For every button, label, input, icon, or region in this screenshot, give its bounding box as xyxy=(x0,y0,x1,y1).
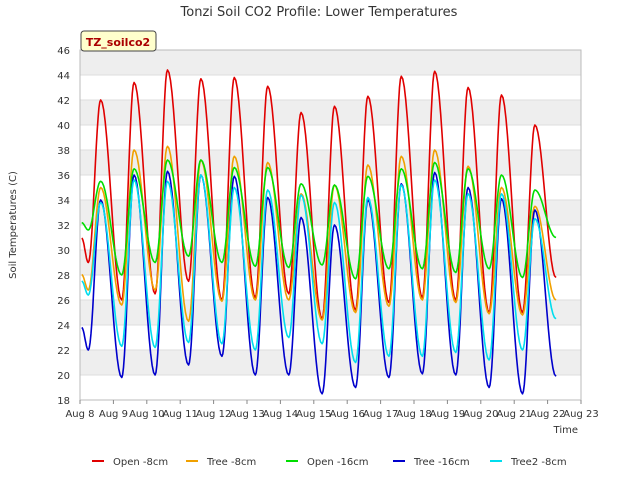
x-tick-label: Aug 11 xyxy=(162,409,197,420)
y-tick-label: 44 xyxy=(57,71,70,82)
y-tick-label: 22 xyxy=(57,346,70,357)
x-tick-label: Aug 10 xyxy=(129,409,164,420)
legend-label: Tree2 -8cm xyxy=(510,457,567,468)
x-tick-label: Aug 16 xyxy=(329,409,364,420)
y-tick-label: 30 xyxy=(57,246,70,257)
y-tick-label: 26 xyxy=(57,296,70,307)
y-tick-label: 24 xyxy=(57,321,70,332)
y-tick-label: 32 xyxy=(57,221,70,232)
x-tick-label: Aug 14 xyxy=(263,409,298,420)
legend-label: Tree -8cm xyxy=(206,457,256,468)
series-lines xyxy=(81,69,557,395)
band xyxy=(80,50,581,75)
y-tick-label: 20 xyxy=(57,371,70,382)
site-label-box: TZ_soilco2 xyxy=(80,30,157,52)
y-axis-label: Soil Temperatures (C) xyxy=(8,171,19,279)
legend: Open -8cm Tree -8cm Open -16cm Tree -16cm Tr… xyxy=(92,457,567,468)
band xyxy=(80,300,581,325)
x-tick-label: Aug 17 xyxy=(363,409,398,420)
y-tick-label: 42 xyxy=(57,96,70,107)
x-tick-label: Aug 13 xyxy=(229,409,264,420)
x-tick-label: Aug 8 xyxy=(65,409,94,420)
x-tick-label: Aug 20 xyxy=(463,409,498,420)
x-axis-label: Time xyxy=(553,425,578,436)
y-tick-label: 18 xyxy=(57,396,70,407)
legend-label: Open -16cm xyxy=(307,457,368,468)
y-tick-label: 28 xyxy=(57,271,70,282)
x-tick-label: Aug 18 xyxy=(396,409,431,420)
band xyxy=(80,350,581,375)
site-label: TZ_soilco2 xyxy=(86,36,150,49)
x-tick-label: Aug 23 xyxy=(563,409,598,420)
legend-label: Tree -16cm xyxy=(413,457,470,468)
legend-label: Open -8cm xyxy=(113,457,168,468)
y-tick-label: 46 xyxy=(57,46,70,57)
plot-frame xyxy=(79,49,582,401)
x-tick-label: Aug 21 xyxy=(496,409,531,420)
y-tick-label: 36 xyxy=(57,171,70,182)
chart-title: Tonzi Soil CO2 Profile: Lower Temperatur… xyxy=(180,5,458,20)
x-tick-label: Aug 15 xyxy=(296,409,331,420)
y-tick-label: 38 xyxy=(57,146,70,157)
y-tick-label: 40 xyxy=(57,121,70,132)
x-tick-label: Aug 9 xyxy=(99,409,128,420)
series-line xyxy=(81,174,557,364)
x-tick-label: Aug 22 xyxy=(530,409,565,420)
x-tick-label: Aug 19 xyxy=(430,409,465,420)
y-tick-label: 34 xyxy=(57,196,70,207)
y-tick-labels: 18 20 22 24 26 28 30 32 34 36 38 40 42 44 46 xyxy=(57,46,70,407)
x-tick-label: Aug 12 xyxy=(196,409,231,420)
series-line xyxy=(81,159,557,280)
